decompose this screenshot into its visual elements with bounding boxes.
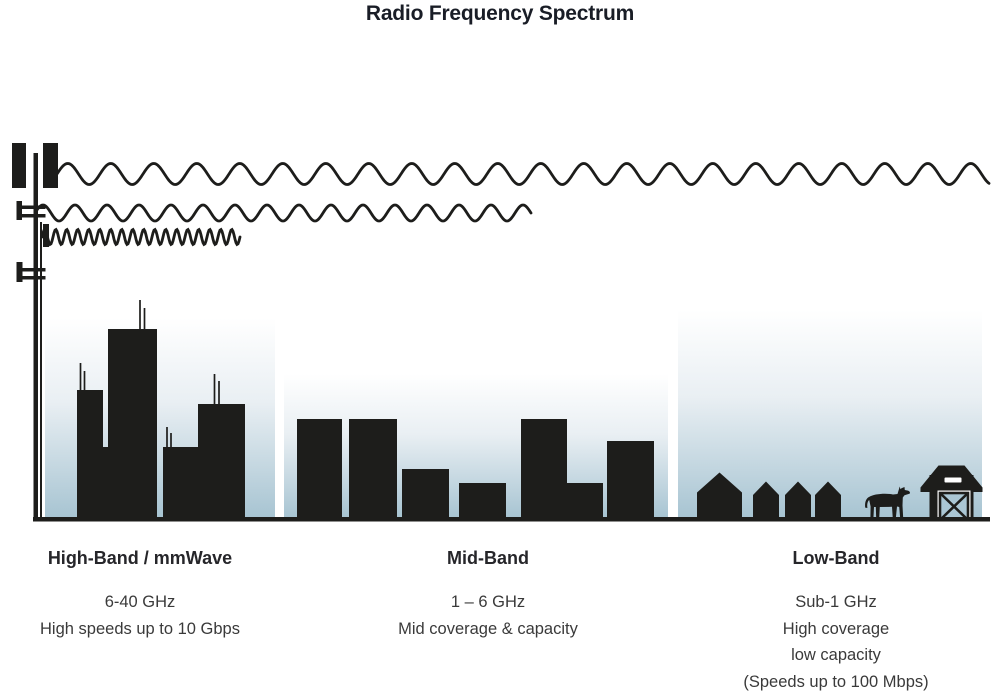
cow-icon — [865, 486, 910, 519]
high-band-skyline — [77, 300, 245, 518]
mid-band-skyline — [297, 419, 654, 518]
low-band-name: Low-Band — [792, 548, 880, 568]
low-band-frequency: Sub-1 GHz — [795, 593, 877, 611]
rooftop-antennas — [79, 300, 220, 447]
house-icon — [815, 481, 841, 520]
barn-loft-window — [944, 477, 962, 483]
mid-band-wave-medium-wavelength — [33, 203, 533, 223]
mid-band-frequency: 1 – 6 GHz — [450, 593, 526, 611]
house-icon — [753, 481, 779, 520]
high-band-description: High speeds up to 10 Gbps — [40, 619, 240, 638]
diagram-title: Radio Frequency Spectrum — [365, 2, 635, 25]
high-band-wave-short-wavelength — [40, 227, 242, 247]
house-icon — [785, 481, 811, 520]
mid-band-name: Mid-Band — [447, 548, 529, 568]
house-icon — [697, 472, 742, 520]
mid-band-label: Mid-Band 1 – 6 GHz Mid coverage & capaci… — [348, 546, 628, 642]
barn-door — [938, 491, 970, 522]
high-band-name: High-Band / mmWave — [47, 548, 233, 568]
low-band-rural-scene — [697, 465, 983, 522]
high-band-frequency: 6-40 GHz — [104, 593, 176, 611]
cell-tower-icon — [12, 143, 58, 521]
low-band-coverage: High coverage — [782, 619, 890, 638]
high-band-label: High-Band / mmWave 6-40 GHz High speeds … — [0, 546, 280, 642]
low-band-label: Low-Band Sub-1 GHz High coverage low cap… — [686, 546, 986, 695]
ground-line — [33, 517, 990, 522]
low-band-speed: (Speeds up to 100 Mbps) — [743, 672, 929, 691]
mid-band-description: Mid coverage & capacity — [398, 619, 578, 638]
low-band-capacity: low capacity — [791, 646, 881, 664]
barn-icon — [920, 465, 983, 522]
low-band-wave-long-wavelength — [55, 162, 991, 186]
